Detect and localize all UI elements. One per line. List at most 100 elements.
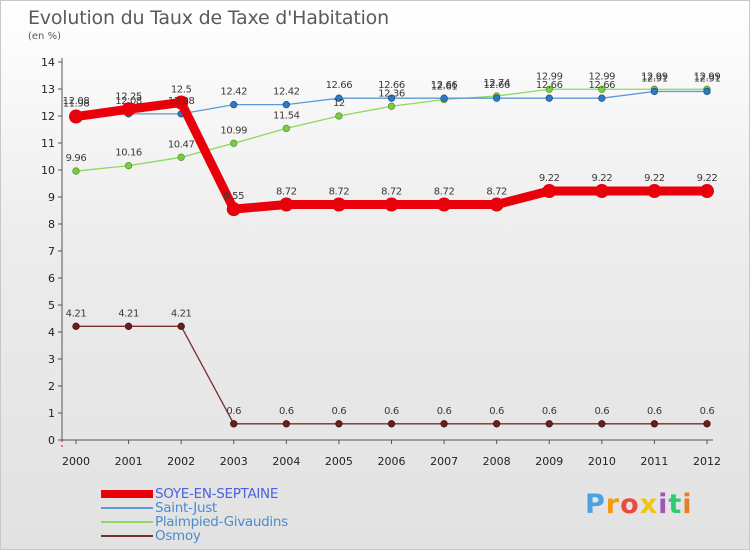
data-label-plaimpied: 12 <box>333 98 345 109</box>
data-label-osmoy: 0.6 <box>332 406 347 417</box>
data-point-osmoy <box>493 420 501 428</box>
logo-letter: t <box>668 489 683 520</box>
data-point-saint-just <box>387 94 396 102</box>
data-point-osmoy <box>598 420 606 428</box>
y-tick-label: 14 <box>41 56 55 69</box>
data-point-soye <box>121 102 136 117</box>
proxiti-logo: Proxiti <box>585 489 693 520</box>
logo-letter: i <box>658 489 669 520</box>
data-point-plaimpied <box>335 112 343 120</box>
data-point-osmoy <box>282 420 290 428</box>
x-tick-label: 2009 <box>535 455 563 468</box>
data-point-saint-just <box>703 87 711 96</box>
logo-letter: r <box>605 489 621 520</box>
y-tick-label: 2 <box>48 380 55 393</box>
data-label-plaimpied: 12.74 <box>483 78 510 89</box>
y-tick-label: 12 <box>41 110 55 123</box>
data-label-osmoy: 0.6 <box>437 406 452 417</box>
data-point-soye <box>542 184 557 199</box>
data-label-osmoy: 0.6 <box>700 406 715 417</box>
legend-swatch-osmoy <box>101 535 153 537</box>
data-point-osmoy <box>545 420 553 428</box>
data-point-plaimpied <box>230 139 238 147</box>
data-point-saint-just <box>440 94 448 102</box>
data-label-osmoy: 0.6 <box>489 406 504 417</box>
data-point-osmoy <box>124 322 133 330</box>
legend-swatch-soye <box>101 490 153 498</box>
data-point-soye <box>279 197 294 212</box>
legend-label-soye: SOYE-EN-SEPTAINE <box>155 486 279 502</box>
data-label-plaimpied: 11.54 <box>273 110 300 121</box>
data-point-soye <box>69 109 83 124</box>
legend-label-plaimpied: Plaimpied-Givaudins <box>155 514 288 530</box>
data-label-soye: 8.72 <box>381 187 402 198</box>
data-label-plaimpied: 9.96 <box>66 153 87 164</box>
data-point-soye <box>700 184 714 199</box>
chart-subtitle: (en %) <box>28 31 61 42</box>
data-point-osmoy <box>177 322 185 330</box>
data-label-osmoy: 4.21 <box>66 308 87 319</box>
data-label-soye: 11.98 <box>63 99 90 110</box>
data-label-plaimpied: 10.16 <box>115 148 142 159</box>
data-label-saint-just: 12.08 <box>115 96 142 107</box>
data-point-saint-just <box>282 101 290 109</box>
x-tick-label: 2011 <box>640 455 668 468</box>
x-tick-label: 2005 <box>325 455 353 468</box>
data-point-soye <box>384 197 399 212</box>
data-point-osmoy <box>440 420 448 428</box>
data-label-plaimpied: 12.36 <box>378 88 405 99</box>
data-point-soye <box>174 95 189 110</box>
x-tick-label: 2010 <box>588 455 616 468</box>
logo-letter: i <box>682 489 693 520</box>
logo-letter: x <box>639 489 659 520</box>
data-label-soye: 9.22 <box>697 173 718 184</box>
y-tick-label: 9 <box>48 191 55 204</box>
data-label-osmoy: 4.21 <box>118 308 139 319</box>
data-label-soye: 8.72 <box>486 187 507 198</box>
logo-letter: o <box>620 489 640 520</box>
y-tick-label: 7 <box>48 245 55 258</box>
data-point-saint-just <box>230 101 238 109</box>
data-label-osmoy: 0.6 <box>542 406 557 417</box>
data-label-soye: 9.22 <box>539 173 560 184</box>
data-point-plaimpied <box>177 153 185 161</box>
data-point-plaimpied <box>387 102 396 110</box>
data-point-osmoy <box>335 420 343 428</box>
y-tick-label: 0 <box>48 434 55 447</box>
data-point-osmoy <box>650 420 659 428</box>
data-point-saint-just <box>493 94 501 102</box>
data-label-plaimpied: 10.99 <box>220 125 247 136</box>
data-label-saint-just: 12.91 <box>641 73 668 84</box>
data-label-plaimpied: 12.99 <box>641 71 668 82</box>
data-label-plaimpied: 12.99 <box>694 71 721 82</box>
y-tick-label: 8 <box>48 218 55 231</box>
data-label-soye: 8.55 <box>223 191 244 202</box>
x-tick-label: 2003 <box>220 455 248 468</box>
data-label-osmoy: 0.6 <box>594 406 609 417</box>
y-tick-label: 6 <box>48 272 55 285</box>
data-label-saint-just: 12.66 <box>378 80 405 91</box>
data-label-soye: 8.72 <box>434 187 455 198</box>
x-tick-label: 2006 <box>378 455 406 468</box>
data-point-soye <box>437 197 452 212</box>
data-label-osmoy: 0.6 <box>384 406 399 417</box>
data-label-osmoy: 0.6 <box>647 406 662 417</box>
data-point-soye <box>647 184 662 199</box>
data-label-saint-just: 12.08 <box>168 96 195 107</box>
x-tick-label: 2004 <box>272 455 300 468</box>
data-label-soye: 9.22 <box>644 173 665 184</box>
data-label-saint-just: 12.42 <box>273 87 300 98</box>
chart-title: Evolution du Taux de Taxe d'Habitation <box>28 7 389 29</box>
data-point-soye <box>226 202 241 217</box>
y-tick-label: 3 <box>48 353 55 366</box>
data-label-osmoy: 0.6 <box>226 406 241 417</box>
data-point-soye <box>331 197 346 212</box>
data-label-saint-just: 12.42 <box>220 87 247 98</box>
y-tick-label: 11 <box>41 137 55 150</box>
x-tick-label: 2001 <box>115 455 143 468</box>
data-label-plaimpied: 12.99 <box>536 71 563 82</box>
data-label-saint-just: 12.08 <box>63 96 90 107</box>
data-label-saint-just: 12.66 <box>326 80 353 91</box>
